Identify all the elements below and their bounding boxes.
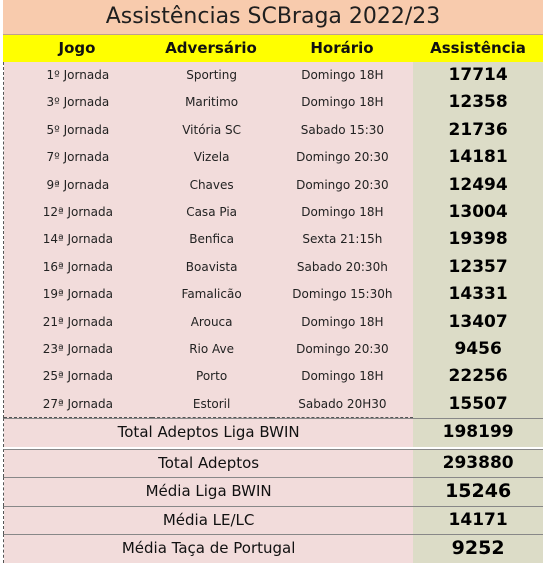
cell-assistencia[interactable]: 21736 <box>413 116 543 145</box>
summary-media-lelc: Média LE/LC 14171 <box>3 505 543 535</box>
cell-horario[interactable]: Domingo 20:30 <box>271 171 414 199</box>
cell-adversario[interactable]: Boavista <box>151 253 272 282</box>
table-row: 7º Jornada Vizela Domingo 20:30 14181 <box>4 144 543 172</box>
summary-value[interactable]: 293880 <box>413 449 543 478</box>
cell-jogo[interactable]: 5º Jornada <box>4 116 152 145</box>
table-row: 14ª Jornada Benfica Sexta 21:15h 19398 <box>4 226 543 254</box>
cell-horario[interactable]: Domingo 15:30h <box>271 281 414 309</box>
cell-horario[interactable]: Domingo 18H <box>271 363 414 391</box>
cell-adversario[interactable]: Maritimo <box>151 89 272 117</box>
summary-label[interactable]: Total Adeptos Liga BWIN <box>4 419 414 447</box>
cell-adversario[interactable]: Arouca <box>151 308 272 336</box>
table-row: 19ª Jornada Famalicão Domingo 15:30h 14331 <box>4 281 543 309</box>
cell-horario[interactable]: Sabado 20H30 <box>271 390 414 419</box>
header-assistencia[interactable]: Assistência <box>430 39 526 57</box>
table-row: 3º Jornada Maritimo Domingo 18H 12358 <box>4 89 543 117</box>
cell-adversario[interactable]: Chaves <box>151 171 272 199</box>
cell-adversario[interactable]: Sporting <box>151 62 272 90</box>
cell-horario[interactable]: Domingo 18H <box>271 308 414 336</box>
cell-adversario[interactable]: Vitória SC <box>151 116 272 145</box>
cell-jogo[interactable]: 12ª Jornada <box>4 198 152 227</box>
cell-assistencia[interactable]: 12494 <box>413 171 543 199</box>
summary-value[interactable]: 198199 <box>413 419 543 447</box>
cell-horario[interactable]: Domingo 18H <box>271 89 414 117</box>
cell-assistencia[interactable]: 22256 <box>413 363 543 391</box>
cell-assistencia[interactable]: 12358 <box>413 89 543 117</box>
header-row: Jogo Adversário Horário Assistência <box>3 35 543 62</box>
summary-media-taca: Média Taça de Portugal 9252 <box>3 534 543 563</box>
summary-value[interactable]: 15246 <box>413 478 543 506</box>
summary-label[interactable]: Média Taça de Portugal <box>4 535 414 563</box>
cell-assistencia[interactable]: 13004 <box>413 198 543 227</box>
cell-jogo[interactable]: 1º Jornada <box>4 62 152 90</box>
cell-adversario[interactable]: Benfica <box>151 226 272 254</box>
summary-value[interactable]: 14171 <box>413 506 543 535</box>
table-row: 21ª Jornada Arouca Domingo 18H 13407 <box>4 308 543 336</box>
table-row: 23ª Jornada Rio Ave Domingo 20:30 9456 <box>4 335 543 364</box>
summary-total: Total Adeptos 293880 <box>3 448 543 478</box>
cell-adversario[interactable]: Casa Pia <box>151 198 272 227</box>
table-row: 25ª Jornada Porto Domingo 18H 22256 <box>4 363 543 391</box>
cell-adversario[interactable]: Estoril <box>151 390 272 419</box>
sheet-title[interactable]: Assistências SCBraga 2022/23 <box>3 0 543 35</box>
cell-assistencia[interactable]: 9456 <box>413 335 543 364</box>
table-row: 16ª Jornada Boavista Sabado 20:30h 12357 <box>4 253 543 282</box>
cell-assistencia[interactable]: 17714 <box>413 62 543 90</box>
cell-jogo[interactable]: 14ª Jornada <box>4 226 152 254</box>
table-row: 12ª Jornada Casa Pia Domingo 18H 13004 <box>4 198 543 227</box>
summary-label[interactable]: Média LE/LC <box>4 506 414 535</box>
spreadsheet: Assistências SCBraga 2022/23 Jogo Advers… <box>3 0 543 563</box>
cell-jogo[interactable]: 7º Jornada <box>4 144 152 172</box>
cell-jogo[interactable]: 3º Jornada <box>4 89 152 117</box>
summary-label[interactable]: Média Liga BWIN <box>4 478 414 506</box>
cell-horario[interactable]: Domingo 20:30 <box>271 335 414 364</box>
cell-jogo[interactable]: 19ª Jornada <box>4 281 152 309</box>
cell-horario[interactable]: Domingo 18H <box>271 62 414 90</box>
cell-horario[interactable]: Sabado 20:30h <box>271 253 414 282</box>
cell-assistencia[interactable]: 13407 <box>413 308 543 336</box>
summary-label[interactable]: Total Adeptos <box>4 449 414 478</box>
cell-adversario[interactable]: Vizela <box>151 144 272 172</box>
cell-assistencia[interactable]: 19398 <box>413 226 543 254</box>
table-row: 9ª Jornada Chaves Domingo 20:30 12494 <box>4 171 543 199</box>
table-row: 5º Jornada Vitória SC Sabado 15:30 21736 <box>4 116 543 145</box>
cell-jogo[interactable]: 9ª Jornada <box>4 171 152 199</box>
cell-assistencia[interactable]: 12357 <box>413 253 543 282</box>
cell-adversario[interactable]: Famalicão <box>151 281 272 309</box>
cell-assistencia[interactable]: 14181 <box>413 144 543 172</box>
table-row: 27ª Jornada Estoril Sabado 20H30 15507 <box>4 390 543 419</box>
header-adversario[interactable]: Adversário <box>165 39 257 57</box>
cell-assistencia[interactable]: 14331 <box>413 281 543 309</box>
table-row: 1º Jornada Sporting Domingo 18H 17714 <box>4 62 543 90</box>
cell-horario[interactable]: Domingo 18H <box>271 198 414 227</box>
cell-jogo[interactable]: 27ª Jornada <box>4 390 152 419</box>
cell-horario[interactable]: Sexta 21:15h <box>271 226 414 254</box>
header-horario[interactable]: Horário <box>310 39 374 57</box>
cell-assistencia[interactable]: 15507 <box>413 390 543 419</box>
header-jogo[interactable]: Jogo <box>58 39 96 57</box>
cell-jogo[interactable]: 23ª Jornada <box>4 335 152 364</box>
summary-total-liga: Total Adeptos Liga BWIN 198199 <box>3 418 543 447</box>
cell-jogo[interactable]: 25ª Jornada <box>4 363 152 391</box>
summary-value[interactable]: 9252 <box>413 535 543 563</box>
cell-adversario[interactable]: Porto <box>151 363 272 391</box>
cell-jogo[interactable]: 16ª Jornada <box>4 253 152 282</box>
separator <box>3 446 543 449</box>
cell-horario[interactable]: Sabado 15:30 <box>271 116 414 145</box>
match-rows: 1º Jornada Sporting Domingo 18H 17714 3º Jor… <box>3 62 543 419</box>
cell-adversario[interactable]: Rio Ave <box>151 335 272 364</box>
summary-media-liga: Média Liga BWIN 15246 <box>3 477 543 506</box>
cell-jogo[interactable]: 21ª Jornada <box>4 308 152 336</box>
cell-horario[interactable]: Domingo 20:30 <box>271 144 414 172</box>
